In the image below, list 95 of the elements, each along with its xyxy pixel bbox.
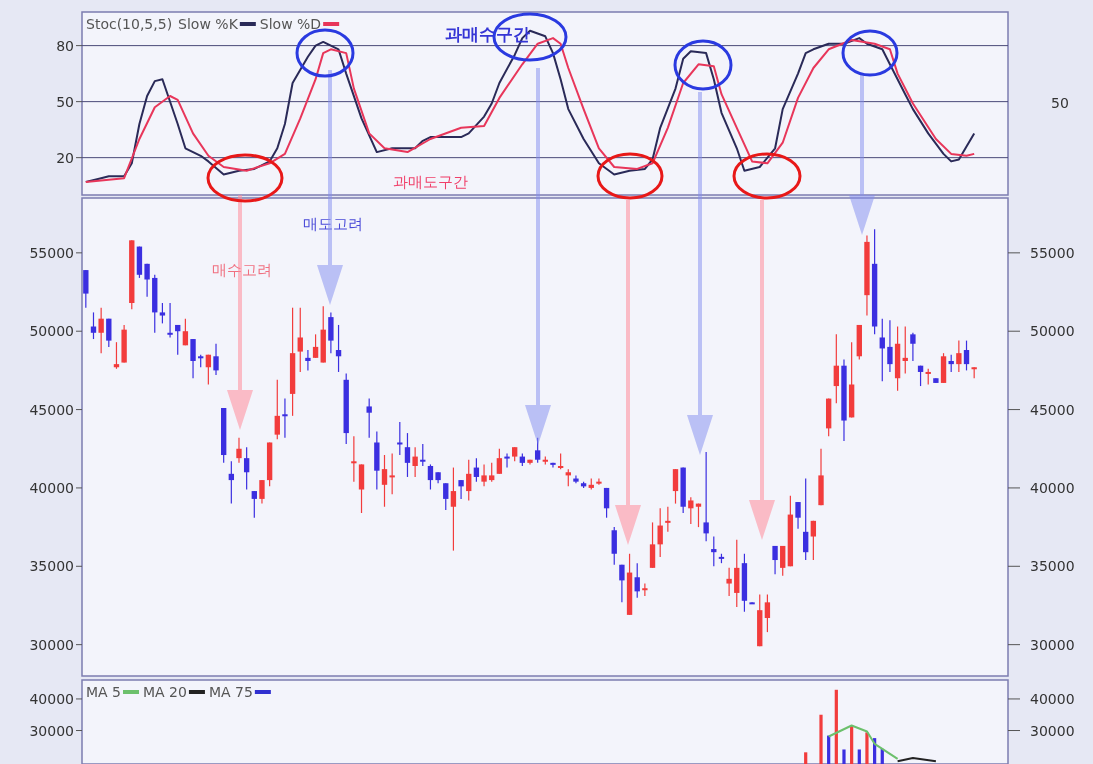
y-tick-label: 40000 [29, 479, 74, 496]
candlestick [83, 269, 89, 309]
candlestick [649, 521, 656, 569]
y-tick-label: 45000 [29, 401, 74, 418]
candlestick [305, 349, 311, 371]
candlestick [473, 457, 480, 483]
candlestick [282, 398, 288, 439]
candlestick [795, 501, 801, 530]
legend-label: Slow %D [259, 16, 322, 32]
y-tick-label: 30000 [29, 636, 74, 653]
candlestick [389, 452, 395, 495]
candlestick [466, 459, 472, 502]
candlestick [312, 333, 319, 359]
y2-tick-label: 50000 [1030, 323, 1075, 340]
chart-title: Stoc(10,5,5) [86, 16, 173, 32]
candlestick [182, 318, 189, 346]
candlestick [619, 564, 625, 603]
candlestick [963, 340, 970, 371]
candlestick [780, 545, 786, 577]
candlestick [489, 462, 495, 483]
y-tick-label: 50000 [29, 323, 74, 340]
y-tick-label: 40000 [29, 690, 74, 707]
candlestick [833, 333, 839, 404]
candlestick [420, 443, 426, 467]
candlestick [443, 482, 449, 511]
candlestick [573, 474, 579, 484]
candlestick [427, 463, 434, 491]
candlestick [328, 311, 334, 354]
candlestick [167, 302, 173, 339]
candlestick [205, 354, 212, 386]
candlestick [956, 340, 962, 373]
annotation: 과매도구간 [392, 173, 468, 191]
candlestick [665, 506, 671, 533]
candlestick [274, 379, 280, 440]
legend-label: MA 5 [86, 684, 122, 700]
candlestick [550, 462, 556, 469]
candlestick [404, 432, 411, 478]
candlestick [213, 343, 219, 376]
candlestick [243, 446, 250, 491]
y-tick-label: 30000 [29, 722, 74, 739]
candlestick [611, 526, 617, 566]
candlestick [190, 338, 196, 379]
candlestick [703, 451, 709, 542]
candlestick [98, 307, 104, 354]
candlestick [259, 479, 265, 505]
candlestick [366, 398, 372, 439]
legend-label: Slow %K [178, 16, 239, 32]
candlestick [772, 545, 778, 575]
candlestick [634, 562, 640, 599]
candlestick [726, 567, 732, 597]
candlestick [106, 318, 112, 348]
candlestick [251, 490, 257, 519]
candlestick [764, 593, 771, 633]
y-tick-label: 50 [56, 93, 74, 110]
y2-tick-label: 40000 [1030, 690, 1075, 707]
candlestick [481, 463, 487, 487]
candlestick [236, 437, 242, 464]
candlestick [887, 319, 893, 373]
candlestick [159, 302, 166, 324]
candlestick [534, 437, 541, 464]
y2-tick-label: 30000 [1030, 722, 1075, 739]
candlestick [596, 477, 602, 486]
candlestick [504, 452, 510, 469]
candlestick [412, 446, 418, 478]
candlestick [458, 479, 464, 500]
candlestick [810, 520, 817, 561]
y2-tick-label: 35000 [1030, 558, 1075, 575]
candlestick [397, 421, 403, 456]
legend-label: MA 75 [208, 684, 253, 700]
candlestick [879, 318, 885, 382]
candlestick [381, 454, 388, 508]
candlestick [496, 448, 503, 475]
y2-tick-label: 45000 [1030, 401, 1075, 418]
annotation: 매수고려 [212, 261, 272, 279]
text: 50 [1051, 95, 1069, 111]
candlestick [297, 307, 303, 373]
candlestick [688, 496, 694, 525]
y-tick-label: 55000 [29, 244, 74, 261]
y-tick-label: 80 [56, 37, 74, 54]
candlestick [642, 582, 648, 597]
y-tick-label: 20 [56, 149, 74, 166]
y2-tick-label: 30000 [1030, 636, 1075, 653]
line-series [827, 724, 899, 760]
candlestick [450, 466, 457, 552]
y2-tick-label: 40000 [1030, 479, 1075, 496]
annotation: 매도고려 [303, 215, 363, 233]
legend-label: MA 20 [143, 684, 187, 700]
candlestick [672, 468, 679, 505]
candlestick [603, 487, 610, 519]
candlestick [351, 435, 357, 483]
candlestick [803, 477, 809, 561]
candlestick [144, 263, 150, 298]
candlestick [910, 332, 916, 362]
y-tick-label: 35000 [29, 558, 74, 575]
y2-tick-label: 55000 [1030, 244, 1075, 261]
